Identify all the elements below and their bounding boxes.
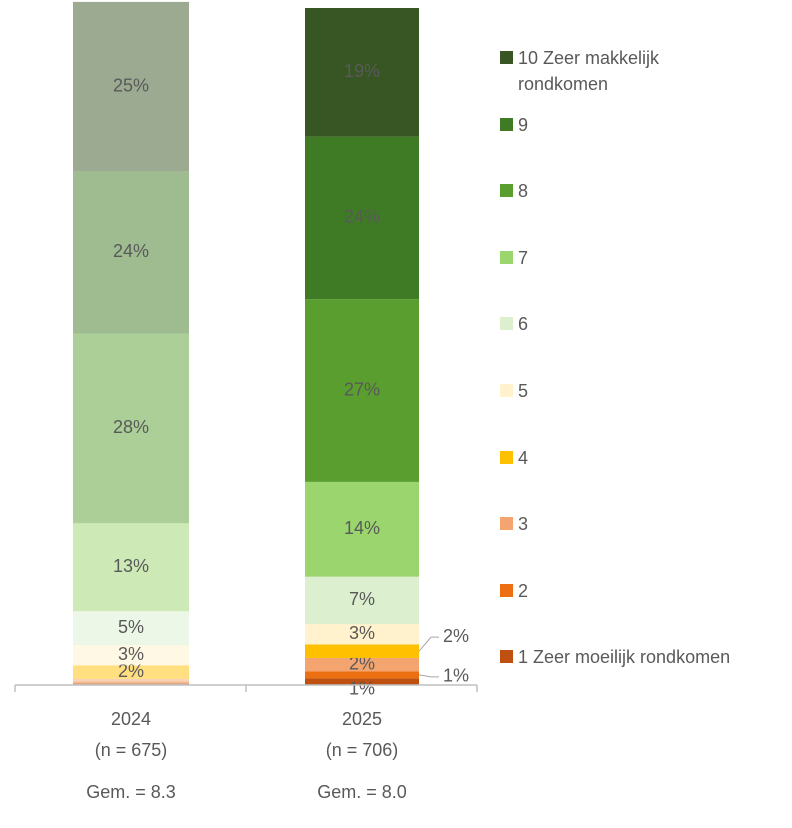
data-label: 7%	[349, 589, 375, 609]
bar-segment	[73, 171, 189, 334]
x-tick-note: (n = 675)	[95, 740, 168, 760]
bar-segment	[73, 1, 189, 172]
data-label: 13%	[113, 556, 149, 576]
legend-swatch	[500, 384, 513, 397]
legend-item: 6	[500, 311, 528, 337]
legend-label: 4	[518, 447, 529, 468]
data-label: 14%	[344, 518, 380, 538]
legend-item: 8	[500, 178, 528, 204]
legend-item: 4	[500, 445, 528, 471]
bar-segment	[305, 644, 419, 658]
leader-line	[418, 636, 439, 652]
legend-item: 5	[500, 378, 528, 404]
x-tick-note: (n = 706)	[326, 740, 399, 760]
bar-segment	[73, 665, 189, 679]
legend-label: 7	[518, 247, 529, 268]
bar-segment	[73, 523, 189, 612]
legend-item: 9	[500, 112, 528, 138]
legend-label: 8	[518, 181, 529, 202]
data-label: 2%	[443, 626, 469, 646]
legend-swatch	[500, 450, 513, 464]
data-label: 1%	[443, 666, 469, 686]
average-label: Gem. = 8.0	[317, 782, 407, 802]
legend-label: 10 Zeer makkelijk rondkomen	[518, 48, 660, 94]
bar-segment	[73, 645, 189, 666]
x-tick-label: 2025	[342, 709, 382, 729]
data-label: 3%	[349, 623, 375, 643]
legend-label: 3	[518, 514, 529, 535]
bar-segment	[73, 682, 189, 685]
bar-segment	[73, 333, 189, 524]
data-label: 19%	[344, 61, 380, 81]
bar-segment	[305, 299, 419, 482]
legend-label: 6	[518, 314, 529, 335]
legend-swatch	[500, 184, 513, 198]
data-label: 28%	[113, 417, 149, 437]
average-label: Gem. = 8.3	[86, 782, 176, 802]
x-tick-label: 2024	[111, 709, 151, 729]
data-label: 27%	[344, 379, 380, 399]
data-label: 5%	[118, 617, 144, 637]
data-label: 2%	[118, 661, 144, 681]
legend-item: 1 Zeer moeilijk rondkomen	[500, 644, 730, 670]
legend-label: 2	[518, 580, 529, 601]
legend-label: 1 Zeer moeilijk rondkomen	[518, 647, 731, 668]
leader-line	[418, 674, 439, 678]
bar-segment	[73, 611, 189, 646]
data-label: 2%	[349, 653, 375, 673]
legend-swatch	[500, 51, 513, 64]
bar-segment	[73, 681, 189, 683]
bar-segment	[305, 481, 419, 577]
bar-segment	[305, 678, 419, 685]
data-label: 24%	[344, 207, 380, 227]
legend-item: 3	[500, 511, 528, 537]
bar-segment	[305, 624, 419, 645]
data-label: 25%	[113, 75, 149, 95]
data-label: 1%	[349, 678, 375, 698]
data-label: 24%	[113, 241, 149, 261]
legend-item: 10 Zeer makkelijk rondkomen	[500, 45, 700, 97]
bar-segment	[73, 678, 189, 682]
bar-segment	[305, 657, 419, 672]
legend-swatch	[500, 650, 513, 664]
legend-swatch	[500, 583, 513, 597]
legend-swatch	[500, 517, 513, 531]
data-label: 3%	[118, 644, 144, 664]
legend-label: 5	[518, 381, 529, 401]
legend-swatch	[500, 250, 513, 264]
bar-segment	[305, 8, 419, 137]
legend-item: 7	[500, 245, 528, 271]
legend-swatch	[500, 117, 513, 131]
bar-segment	[305, 671, 419, 679]
bar-segment	[305, 576, 419, 625]
legend-item: 2	[500, 578, 528, 604]
legend-label: 9	[518, 114, 529, 135]
legend-swatch	[500, 317, 513, 331]
bar-segment	[305, 136, 419, 300]
